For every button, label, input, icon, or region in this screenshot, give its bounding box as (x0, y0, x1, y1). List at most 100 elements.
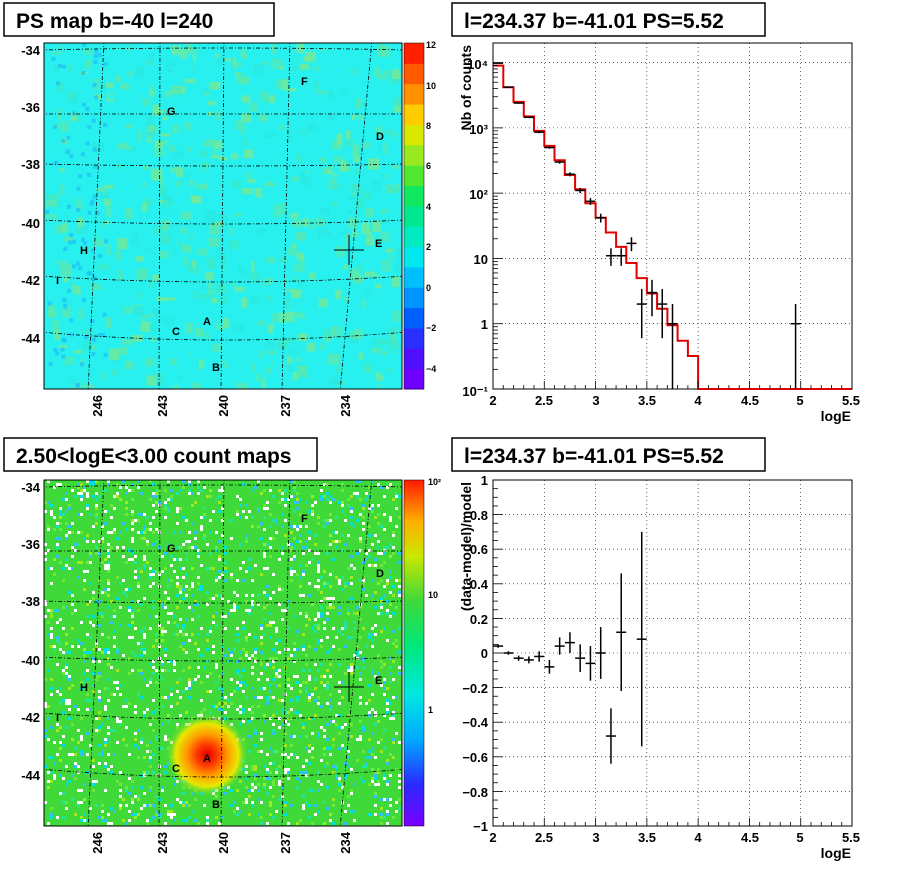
map-cell (140, 672, 143, 675)
map-cell (347, 714, 350, 717)
map-cell (341, 783, 344, 786)
map-cell (51, 56, 56, 61)
map-cell (334, 46, 339, 56)
map-cell (327, 90, 335, 98)
map-cell (260, 750, 263, 753)
map-cell (251, 179, 258, 191)
map-cell (388, 327, 397, 333)
map-cell (202, 141, 208, 148)
map-cell (257, 525, 260, 528)
map-cell (59, 741, 62, 744)
map-cell (380, 738, 383, 741)
map-cell (170, 687, 173, 690)
map-cell (197, 555, 200, 558)
map-cell (86, 504, 89, 507)
map-cell (206, 591, 209, 594)
map-cell (156, 297, 168, 302)
map-cell (251, 516, 254, 519)
map-cell (149, 759, 152, 762)
map-cell (391, 276, 400, 288)
map-cell (125, 207, 133, 219)
map-cell (215, 816, 218, 819)
map-cell (74, 609, 77, 612)
map-cell (170, 813, 173, 816)
map-cell (218, 501, 221, 504)
map-cell (278, 780, 281, 783)
map-cell (286, 356, 293, 366)
map-cell (350, 636, 353, 639)
spectrum-x-axis-label: logE (821, 408, 851, 424)
map-cell (359, 549, 362, 552)
map-cell (128, 606, 131, 609)
map-cell (92, 597, 95, 600)
map-cell (272, 519, 275, 522)
map-cell (266, 753, 269, 756)
map-cell (338, 612, 341, 615)
colorbar-frame (403, 42, 425, 390)
map-cell (151, 200, 164, 209)
map-cell (299, 714, 302, 717)
map-cell (392, 642, 395, 645)
map-cell (377, 384, 381, 389)
map-cell (368, 711, 371, 714)
map-cell (273, 214, 281, 218)
map-cell (377, 522, 380, 525)
colorbar-segment (404, 246, 424, 268)
map-cell (290, 804, 293, 807)
map-cell (107, 822, 110, 825)
map-cell (296, 498, 299, 501)
source-label-f: F (301, 76, 308, 88)
map-cell (292, 372, 298, 381)
colorbar-segment (404, 327, 424, 349)
map-cell (56, 522, 59, 525)
map-cell (95, 780, 98, 783)
map-cell (271, 44, 277, 54)
x-tick-label: 234 (338, 831, 353, 853)
map-cell (128, 223, 133, 231)
map-cell (323, 585, 326, 588)
map-cell (218, 687, 221, 690)
map-cell (384, 345, 389, 352)
map-cell (173, 558, 176, 561)
map-cell (263, 543, 266, 546)
map-cell (371, 708, 374, 711)
map-cell (104, 591, 107, 594)
map-cell (65, 726, 68, 729)
map-cell (149, 585, 152, 588)
map-cell (238, 266, 246, 275)
map-cell (356, 480, 359, 483)
map-cell (206, 495, 209, 498)
map-cell (254, 732, 257, 735)
map-cell (218, 708, 221, 711)
map-cell (338, 690, 341, 693)
map-cell (62, 669, 65, 672)
map-cell (197, 588, 200, 591)
map-cell (263, 132, 275, 138)
map-cell (245, 609, 248, 612)
map-cell (383, 729, 386, 732)
map-cell (311, 603, 314, 606)
map-cell (269, 684, 272, 687)
map-cell (70, 112, 77, 122)
map-cell (89, 513, 92, 516)
map-cell (74, 495, 77, 498)
map-cell (266, 696, 269, 699)
map-cell (314, 804, 317, 807)
map-cell (197, 582, 200, 585)
map-cell (287, 768, 290, 771)
map-cell (260, 636, 263, 639)
map-cell (248, 510, 251, 513)
map-cell (224, 654, 227, 657)
map-cell (146, 750, 149, 753)
map-cell (83, 672, 86, 675)
map-cell (251, 717, 254, 720)
map-cell (386, 699, 389, 702)
map-cell (392, 741, 395, 744)
map-cell (299, 594, 302, 597)
map-cell (68, 507, 71, 510)
map-cell (377, 771, 380, 774)
map-cell (47, 780, 50, 783)
map-cell (62, 175, 75, 187)
map-cell (68, 687, 71, 690)
map-cell (110, 807, 113, 810)
